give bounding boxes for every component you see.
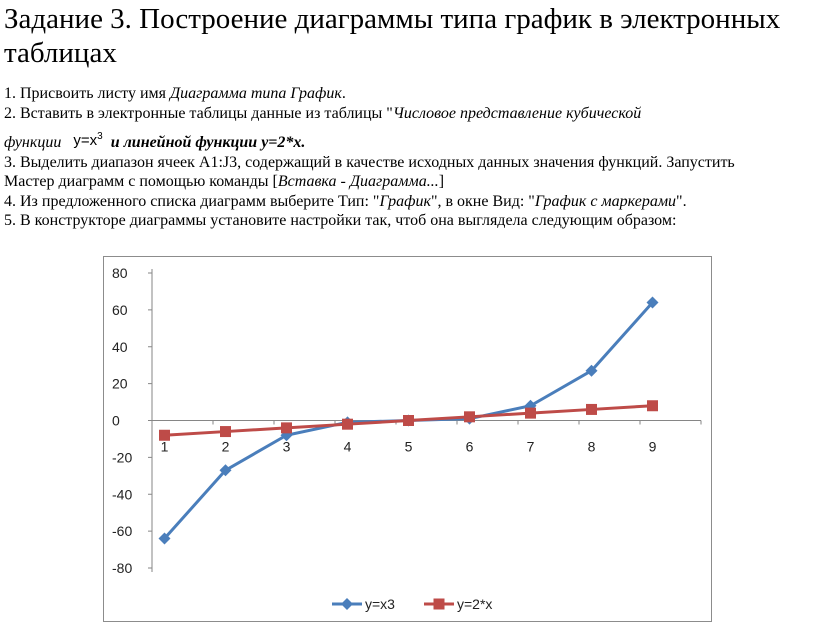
x-tick-label: 3 (283, 439, 291, 455)
step-1-text: 1. Присвоить листу имя (4, 85, 170, 102)
step-4: 4. Из предложенного списка диаграмм выбе… (4, 192, 809, 212)
step-3-end: ] (438, 173, 445, 190)
data-point-square (647, 400, 658, 412)
legend-marker (433, 598, 445, 610)
formula-exponent: 3 (97, 131, 103, 142)
step-5-text: 5. В конструкторе диаграммы установите н… (4, 212, 677, 229)
x-tick-label: 1 (161, 439, 169, 455)
x-tick-label: 2 (222, 439, 230, 455)
data-point-square (159, 429, 170, 441)
step-5: 5. В конструкторе диаграммы установите н… (4, 211, 809, 231)
y-tick-label: 40 (112, 339, 128, 355)
data-point-square (586, 403, 597, 415)
formula-base: y=x (73, 132, 98, 149)
table-name-cont: функции (4, 134, 62, 151)
x-tick-label: 5 (405, 439, 413, 455)
legend-label: y=x3 (365, 596, 395, 612)
step-3: 3. Выделить диапазон ячеек А1:J3, содерж… (4, 153, 809, 173)
data-point-diamond (585, 364, 598, 377)
step-2: 2. Вставить в электронные таблицы данные… (4, 104, 809, 124)
data-point-square (342, 418, 353, 430)
step-2-cont: функции y=x3 и линейной функции y=2*x. (4, 127, 809, 153)
step-3-cont: Мастер диаграмм с помощью команды [Встав… (4, 172, 809, 192)
y-tick-label: 20 (112, 376, 128, 392)
legend-label: y=2*x (457, 596, 492, 612)
step-3-cont-text: Мастер диаграмм с помощью команды [ (4, 173, 278, 190)
table-name: Числовое представление кубической (392, 104, 642, 122)
step-2-text: 2. Вставить в электронные таблицы данные… (4, 104, 393, 122)
y-tick-label: -40 (112, 486, 132, 502)
data-point-square (403, 415, 414, 426)
y-tick-label: 60 (112, 302, 128, 318)
data-point-diamond (219, 464, 232, 477)
line-chart: 80 60 40 20 0 -20 -40 -60 -80 1 2 3 4 5 6 7 8 9 y=x3 y=2*x (103, 256, 712, 622)
formula-image: y=x3 (73, 127, 102, 151)
step-2-end: . (301, 134, 306, 151)
x-tick-label: 4 (344, 439, 352, 455)
data-point-square (281, 422, 292, 434)
legend-marker (341, 598, 353, 610)
chart-type: График (379, 192, 431, 210)
instructions: 1. Присвоить листу имя Диаграмма типа Гр… (4, 84, 809, 231)
step-4-text: 4. Из предложенного списка диаграмм выбе… (4, 192, 380, 210)
y-tick-label: -60 (112, 523, 132, 539)
linear-function: и линейной функции y=2*x (110, 134, 302, 151)
sheet-name: Диаграмма типа График (170, 85, 342, 102)
data-point-square (464, 411, 475, 423)
data-point-square (220, 426, 231, 438)
data-point-square (525, 407, 536, 419)
step-3-text: 3. Выделить диапазон ячеек А1:J3, содерж… (4, 153, 735, 171)
data-point-diamond (158, 532, 171, 545)
step-4-end: ". (676, 192, 687, 210)
y-tick-label: -80 (112, 560, 132, 576)
step-1: 1. Присвоить листу имя Диаграмма типа Гр… (4, 84, 809, 104)
page-title: Задание 3. Построение диаграммы типа гра… (4, 3, 781, 69)
x-tick-label: 6 (466, 439, 474, 455)
chart-view: График с маркерами (534, 192, 677, 210)
y-tick-label: 80 (112, 265, 128, 281)
step-4-mid: ", в окне Вид: " (430, 192, 535, 210)
x-tick-label: 7 (527, 439, 535, 455)
y-tick-label: 0 (112, 413, 120, 429)
step-1-end: . (341, 85, 346, 102)
data-point-diamond (646, 296, 659, 309)
chart-svg: 80 60 40 20 0 -20 -40 -60 -80 1 2 3 4 5 6 7 8 9 y=x3 y=2*x (112, 265, 702, 612)
y-tick-label: -20 (112, 449, 132, 465)
x-tick-label: 9 (649, 439, 657, 455)
menu-command: Вставка - Диаграмма... (277, 173, 439, 190)
x-tick-label: 8 (588, 439, 596, 455)
